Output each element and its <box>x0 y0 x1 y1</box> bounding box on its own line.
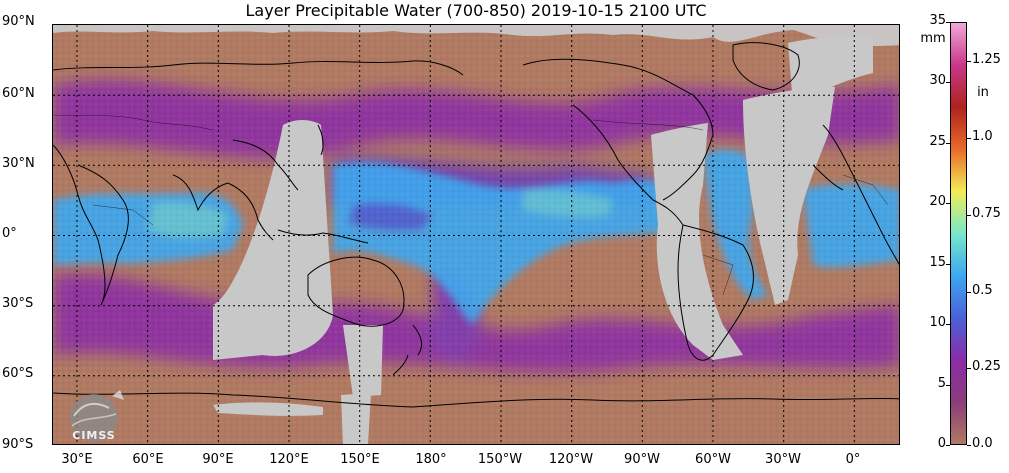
colorbar-in-tick-mark <box>967 368 971 370</box>
colorbar-in-tick-0.75: 0.75 <box>972 205 1001 221</box>
lon-label-30e: 30°E <box>61 452 93 467</box>
colorbar-mm-tick-mark <box>946 142 950 144</box>
colorbar-unit-mm: mm <box>920 31 946 46</box>
lon-label-120e: 120°E <box>269 452 309 467</box>
lon-label-0: 0° <box>845 452 861 467</box>
colorbar-in-tick-1.25: 1.25 <box>972 52 1001 68</box>
lon-label-60w: 60°W <box>695 452 731 467</box>
lat-label-30n: 30°N <box>2 156 35 171</box>
lon-label-150e: 150°E <box>340 452 380 467</box>
map-canvas <box>53 25 899 444</box>
colorbar-mm-tick-mark <box>946 324 950 326</box>
graticule <box>53 25 899 444</box>
colorbar-in-tick-0.25: 0.25 <box>972 359 1001 375</box>
colorbar-unit-in: in <box>977 85 989 100</box>
lon-label-60e: 60°E <box>132 452 164 467</box>
colorbar-mm-tick-mark <box>946 22 950 23</box>
colorbar-mm-tick-20: 20 <box>929 194 946 210</box>
colorbar-mm-tick-mark <box>946 82 950 84</box>
colorbar-mm-tick-15: 15 <box>929 254 946 270</box>
colorbar-mm-tick-mark <box>946 445 950 446</box>
logo-text: CIMSS <box>72 429 116 442</box>
lat-label-90s: 90°S <box>2 437 34 452</box>
precipitable-water-map <box>52 24 900 445</box>
colorbar-in-tick-0.0: 0.0 <box>972 436 993 451</box>
lat-label-60n: 60°N <box>2 86 35 101</box>
lon-label-90e: 90°E <box>202 452 234 467</box>
lon-label-90w: 90°W <box>624 452 660 467</box>
coastlines <box>53 42 899 408</box>
colorbar-mm-tick-mark <box>946 263 950 265</box>
colorbar-mm-tick-5: 5 <box>937 375 946 391</box>
colorbar-mm-tick-25: 25 <box>929 133 946 149</box>
lat-label-90n: 90°N <box>2 14 35 29</box>
cimss-logo: CIMSS <box>54 386 134 444</box>
lat-label-60s: 60°S <box>2 366 34 381</box>
map-title: Layer Precipitable Water (700-850) 2019-… <box>245 1 707 20</box>
colorbar-in-tick-mark <box>967 445 971 446</box>
lon-label-30w: 30°W <box>765 452 801 467</box>
no-data-swaths <box>53 25 899 444</box>
colorbar-in-tick-mark <box>967 61 971 63</box>
colorbar-in-tick-mark <box>967 214 971 216</box>
lon-label-150w: 150°W <box>477 452 523 467</box>
lon-label-180: 180° <box>415 452 447 467</box>
lat-label-30s: 30°S <box>2 296 34 311</box>
globe-icon <box>70 390 124 442</box>
colorbar-mm-tick-mark <box>946 384 950 386</box>
colorbar-mm-tick-0: 0 <box>937 436 946 451</box>
colorbar-in-tick-1.0: 1.0 <box>972 129 993 145</box>
colorbar-in-tick-0.5: 0.5 <box>972 282 993 298</box>
lat-label-equator: 0° <box>2 226 17 241</box>
colorbar-in-tick-mark <box>967 138 971 140</box>
colorbar-in-tick-mark <box>967 291 971 293</box>
lon-label-120w: 120°W <box>548 452 594 467</box>
colorbar <box>950 22 967 445</box>
colorbar-mm-tick-30: 30 <box>929 73 946 89</box>
colorbar-mm-tick-10: 10 <box>929 315 946 331</box>
colorbar-mm-tick-35: 35 <box>929 13 946 28</box>
colorbar-mm-tick-mark <box>946 203 950 205</box>
